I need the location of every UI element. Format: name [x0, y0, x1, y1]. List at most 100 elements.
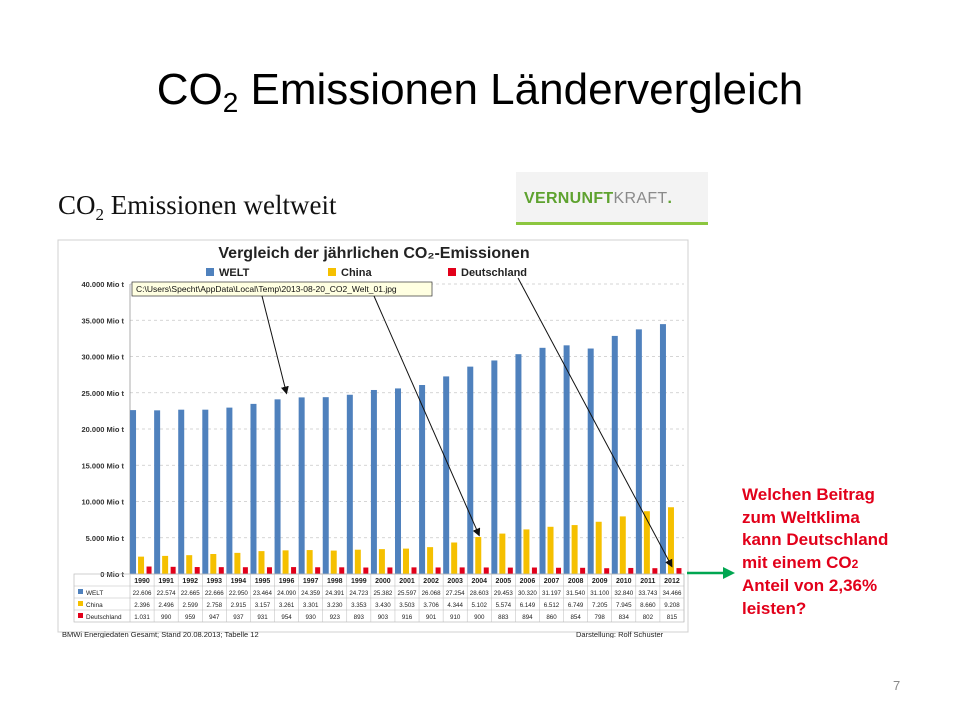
bar-deutschland-2007 [556, 567, 562, 574]
callout-line-3: kann Deutschland [742, 530, 889, 549]
data-label-welt: 24.090 [277, 590, 296, 597]
data-label-china: 3.706 [423, 602, 439, 609]
bar-china-1993 [210, 554, 217, 574]
data-label-welt: 25.382 [373, 590, 392, 597]
chart-title: Vergleich der jährlichen CO₂-Emissionen [218, 245, 529, 262]
callout-line-1: Welchen Beitrag [742, 485, 875, 504]
slide-title-rest: Emissionen Ländervergleich [238, 65, 804, 114]
x-tick-label: 1991 [158, 578, 174, 585]
table-row-label-welt: WELT [86, 590, 103, 597]
data-label-china: 3.430 [375, 602, 391, 609]
data-label-deutschland: 894 [522, 614, 533, 621]
tooltip-text: C:\Users\Specht\AppData\Local\Temp\2013-… [136, 284, 397, 294]
data-label-china: 6.149 [520, 602, 536, 609]
x-tick-label: 1990 [134, 578, 150, 585]
source-note: BMWi Energiedaten Gesamt; Stand 20.08.20… [62, 630, 259, 638]
bar-deutschland-2009 [604, 568, 610, 574]
bar-welt-2006 [515, 354, 522, 574]
bar-deutschland-2002 [435, 567, 441, 574]
data-label-deutschland: 990 [161, 614, 172, 621]
data-label-welt: 32.840 [614, 590, 633, 597]
x-tick-label: 1993 [207, 578, 223, 585]
callout-line-4-main: mit einem CO [742, 552, 852, 572]
bar-china-2009 [595, 521, 602, 574]
y-tick-label: 20.000 Mio t [81, 425, 124, 434]
table-swatch-welt [78, 589, 83, 594]
x-tick-label: 2002 [423, 578, 439, 585]
y-tick-label: 5.000 Mio t [86, 534, 125, 543]
x-tick-label: 2012 [664, 578, 680, 585]
figure-title: CO2 Emissionen weltweit [58, 190, 336, 225]
bar-deutschland-2008 [580, 567, 586, 574]
bar-deutschland-1990 [146, 566, 152, 574]
data-label-welt: 24.391 [325, 590, 344, 597]
emissions-chart: Vergleich der jährlichen CO₂-Emissionen W… [57, 239, 689, 638]
bar-china-2006 [523, 529, 530, 574]
table-swatch-china [78, 601, 83, 606]
data-label-deutschland: 815 [667, 614, 678, 621]
data-label-welt: 31.540 [566, 590, 585, 597]
data-label-deutschland: 834 [619, 614, 630, 621]
x-tick-label: 1994 [231, 578, 247, 585]
data-label-china: 7.945 [616, 602, 632, 609]
data-label-china: 2.496 [158, 602, 174, 609]
bar-china-2011 [643, 511, 650, 574]
bar-welt-2004 [467, 366, 474, 574]
annotation-arrow-welt [261, 295, 289, 395]
bar-china-2010 [619, 516, 626, 574]
bar-welt-2008 [563, 345, 570, 574]
x-tick-label: 1996 [279, 578, 295, 585]
data-label-deutschland: 923 [330, 614, 341, 621]
data-label-china: 2.396 [134, 602, 150, 609]
data-label-china: 5.574 [496, 602, 512, 609]
bar-china-1999 [354, 549, 361, 574]
data-label-welt: 34.466 [662, 590, 681, 597]
x-tick-label: 1997 [303, 578, 319, 585]
data-label-china: 6.512 [544, 602, 560, 609]
callout-line-4-subscript: 2 [851, 556, 859, 571]
slide-title: CO2 Emissionen Ländervergleich [0, 62, 960, 131]
bar-deutschland-1992 [194, 567, 200, 574]
x-tick-label: 2010 [616, 578, 632, 585]
data-label-deutschland: 802 [643, 614, 654, 621]
bar-welt-1999 [346, 394, 353, 574]
data-label-china: 9.208 [664, 602, 680, 609]
bar-welt-2002 [419, 385, 426, 574]
x-tick-label: 2011 [640, 578, 655, 585]
data-label-deutschland: 959 [185, 614, 196, 621]
x-tick-label: 2009 [592, 578, 608, 585]
data-label-welt: 22.950 [229, 590, 248, 597]
bar-deutschland-1996 [291, 567, 297, 574]
bar-deutschland-1994 [242, 567, 248, 574]
bar-china-2002 [427, 547, 434, 574]
x-tick-label: 2001 [399, 578, 415, 585]
y-tick-label: 35.000 Mio t [81, 316, 124, 325]
logo-part-1: VERNUNFT [524, 190, 614, 207]
data-label-deutschland: 954 [281, 614, 292, 621]
data-label-welt: 22.606 [133, 590, 152, 597]
bar-deutschland-2001 [411, 567, 417, 574]
bar-deutschland-1998 [339, 567, 345, 574]
bar-china-1994 [234, 552, 241, 574]
bar-china-1990 [138, 556, 145, 574]
bar-china-2012 [667, 507, 674, 574]
bar-welt-2005 [491, 360, 498, 574]
y-tick-label: 30.000 Mio t [81, 353, 124, 362]
callout-line-5: Anteil von 2,36% [742, 576, 878, 595]
data-label-welt: 22.666 [205, 590, 224, 597]
data-label-deutschland: 937 [233, 614, 244, 621]
tooltip-box [131, 281, 433, 297]
data-label-china: 3.261 [279, 602, 295, 609]
bar-welt-2000 [370, 389, 377, 574]
bar-china-2001 [403, 548, 409, 574]
figure-title-subscript: 2 [95, 205, 105, 224]
y-tick-label: 15.000 Mio t [81, 461, 124, 470]
legend-label-deutschland: Deutschland [461, 267, 527, 279]
data-label-deutschland: 901 [426, 614, 437, 621]
data-label-china: 8.660 [640, 602, 656, 609]
bar-welt-1993 [202, 409, 209, 574]
bar-welt-2010 [611, 335, 618, 574]
data-label-deutschland: 903 [378, 614, 389, 621]
y-tick-label: 10.000 Mio t [81, 498, 124, 507]
bar-china-1995 [258, 551, 265, 574]
